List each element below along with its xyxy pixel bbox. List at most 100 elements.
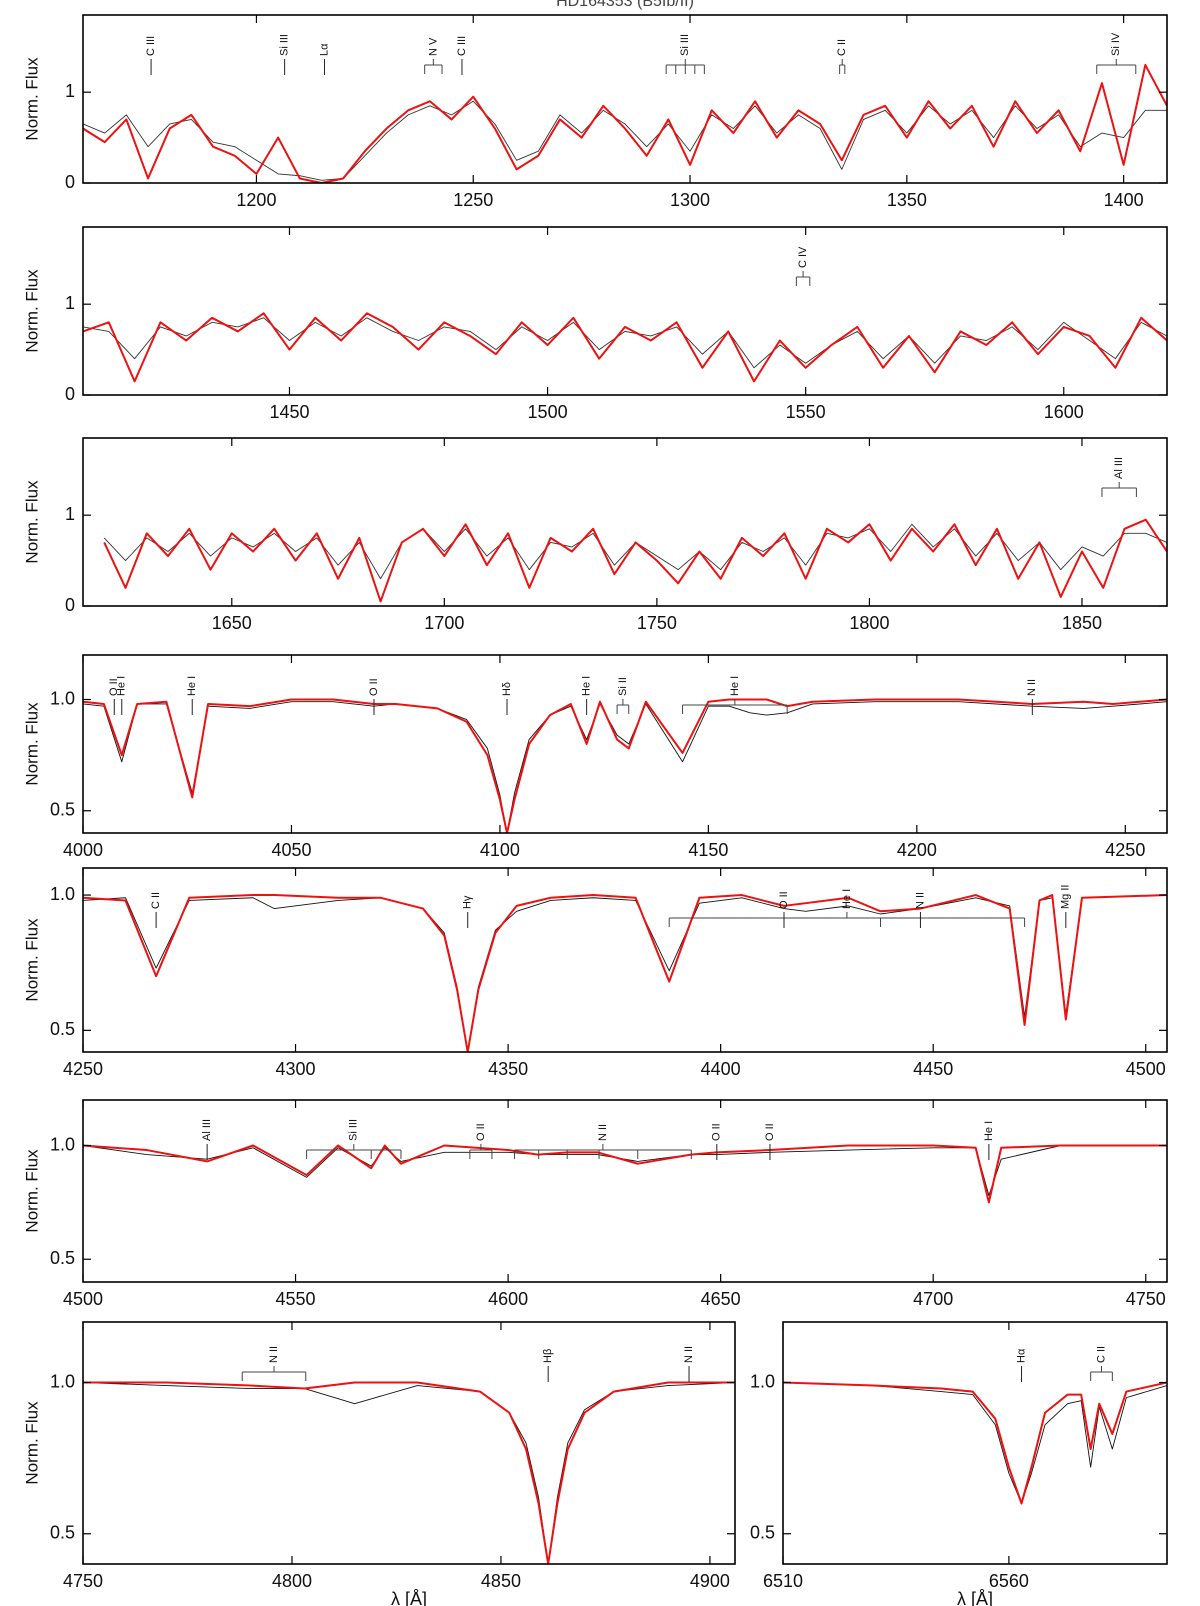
line-label: Mg II: [1060, 885, 1072, 909]
y-axis-label: Norm. Flux: [22, 269, 41, 353]
x-tick-label: 1650: [212, 613, 252, 633]
y-axis-label: Norm. Flux: [22, 918, 41, 1002]
panel: 1200 1250 1300 1350 1400 0 1 Norm. Flux C III Si …: [22, 14, 1168, 210]
x-tick-label: 4500: [1126, 1059, 1166, 1079]
x-tick-label: 4750: [1126, 1289, 1166, 1309]
plot-frame: [82, 1321, 736, 1565]
spectrum-line: [783, 1382, 1167, 1504]
x-tick-label: 1400: [1104, 190, 1144, 210]
y-axis-label: Norm. Flux: [22, 702, 41, 786]
line-label: Si III: [679, 34, 691, 56]
y-axis-label: Norm. Flux: [22, 57, 41, 141]
line-label: Si IV: [1110, 32, 1122, 56]
x-tick-label: 4850: [481, 1571, 521, 1591]
chart-title: HD164353 (B5Ib/II): [556, 0, 694, 10]
x-tick-label: 4500: [63, 1289, 103, 1309]
line-label: O II: [475, 1123, 487, 1141]
spectrum-line: [83, 894, 1167, 1052]
line-label: C II: [150, 892, 162, 909]
y-tick-label: 1.0: [50, 1134, 75, 1154]
y-tick-label: 0.5: [50, 1523, 75, 1543]
x-axis-label: λ [Å]: [391, 1589, 427, 1606]
spectrum-line: [83, 100, 1167, 181]
x-tick-label: 4750: [63, 1571, 103, 1591]
x-tick-label: 4250: [1105, 840, 1145, 860]
line-label: Al III: [1113, 457, 1125, 479]
x-tick-label: 4700: [913, 1289, 953, 1309]
x-tick-label: 4300: [276, 1059, 316, 1079]
x-tick-label: 6510: [763, 1571, 803, 1591]
y-axis-label: Norm. Flux: [22, 1149, 41, 1233]
y-tick-label: 1: [65, 81, 75, 101]
line-label: Al III: [201, 1119, 213, 1141]
x-tick-label: 1850: [1062, 613, 1102, 633]
spectrum-line: [103, 518, 1167, 603]
line-label: Hβ: [542, 1349, 554, 1363]
plot-frame: [82, 226, 1168, 396]
spectrum-line: [83, 1145, 1167, 1196]
panel: 4750 4800 4850 4900 0.5 1.0 Norm. Flux λ [Å] N I…: [22, 1321, 736, 1606]
x-axis-label: λ [Å]: [957, 1589, 993, 1606]
panel: 6510 6560 0.5 1.0 λ [Å] Hα C II: [750, 1321, 1168, 1606]
spectrum-line: [83, 1381, 735, 1564]
panel: 4250 4300 4350 4400 4450 4500 0.5 1.0 Norm. Flux…: [22, 867, 1168, 1079]
x-tick-label: 4800: [272, 1571, 312, 1591]
y-tick-label: 0: [65, 172, 75, 192]
y-tick-label: 0: [65, 384, 75, 404]
x-tick-label: 4050: [271, 840, 311, 860]
x-tick-label: 1800: [849, 613, 889, 633]
x-tick-label: 1600: [1044, 402, 1084, 422]
spectrum-line: [83, 1382, 735, 1564]
line-label: Hδ: [501, 682, 513, 696]
plot-frame: [82, 654, 1168, 834]
line-label: He I: [116, 676, 128, 696]
plot-frame: [82, 1099, 1168, 1283]
line-label: He I: [841, 889, 853, 909]
line-label: O II: [368, 678, 380, 696]
spectrum-line: [83, 312, 1167, 383]
plot-frame: [782, 1321, 1168, 1565]
line-label: C III: [456, 36, 468, 56]
x-tick-label: 4150: [688, 840, 728, 860]
line-label: Lα: [318, 43, 330, 56]
line-label: N II: [268, 1346, 280, 1363]
line-label: C II: [1095, 1346, 1107, 1363]
y-tick-label: 0.5: [50, 800, 75, 820]
x-tick-label: 1350: [887, 190, 927, 210]
panel: 1650 1700 1750 1800 1850 0 1 Norm. Flux Al III: [22, 437, 1168, 633]
line-label: O II: [711, 1123, 723, 1141]
x-tick-label: 4900: [690, 1571, 730, 1591]
x-tick-label: 6560: [989, 1571, 1029, 1591]
x-tick-label: 1700: [424, 613, 464, 633]
line-label: He I: [581, 676, 593, 696]
x-tick-label: 1750: [637, 613, 677, 633]
plot-frame: [82, 867, 1168, 1053]
y-tick-label: 0.5: [750, 1523, 775, 1543]
x-tick-label: 1200: [236, 190, 276, 210]
x-tick-label: 4550: [276, 1289, 316, 1309]
y-tick-label: 1.0: [50, 884, 75, 904]
x-tick-label: 4400: [701, 1059, 741, 1079]
y-tick-label: 1: [65, 293, 75, 313]
line-label: N II: [683, 1346, 695, 1363]
line-label: Si III: [348, 1119, 360, 1141]
line-label: Hα: [1015, 1348, 1027, 1363]
spectrum-line: [83, 701, 1167, 833]
x-tick-label: 4000: [63, 840, 103, 860]
x-tick-label: 4650: [701, 1289, 741, 1309]
line-label: He I: [729, 676, 741, 696]
line-label: He I: [983, 1121, 995, 1141]
plot-frame: [82, 14, 1168, 184]
x-tick-label: 4600: [488, 1289, 528, 1309]
x-tick-label: 1250: [453, 190, 493, 210]
line-label: N II: [914, 892, 926, 909]
panel: 1450 1500 1550 1600 0 1 Norm. Flux C IV: [22, 226, 1168, 422]
spectrum-line: [83, 894, 1167, 1052]
x-tick-label: 4200: [897, 840, 937, 860]
line-label: O II: [778, 891, 790, 909]
y-tick-label: 1.0: [50, 1371, 75, 1391]
line-label: O II: [108, 678, 120, 696]
line-label: N II: [1026, 679, 1038, 696]
line-label: C II: [836, 39, 848, 56]
